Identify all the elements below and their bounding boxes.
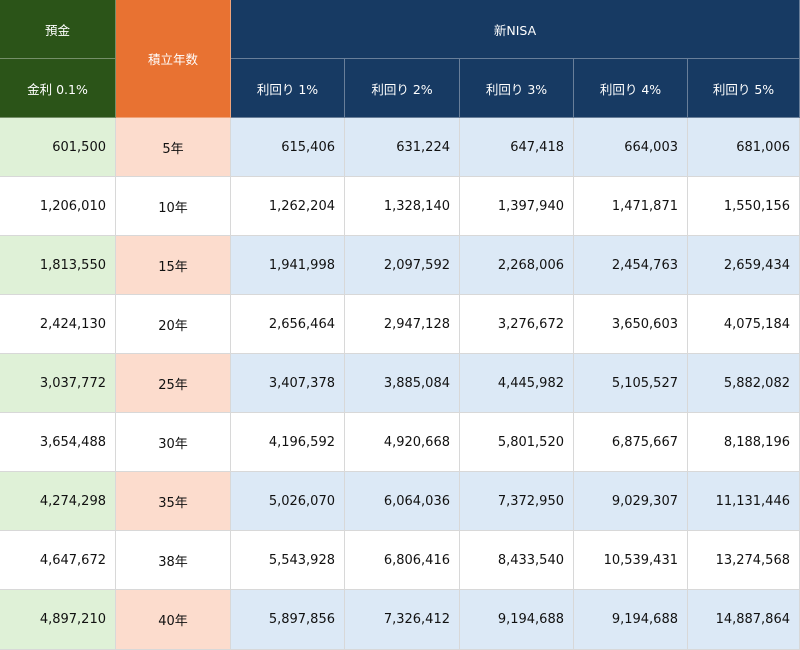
value-cell: 6,064,036 [345,472,460,531]
value-cell: 2,947,128 [345,295,460,354]
value-cell: 1,471,871 [574,177,688,236]
years-cell: 35年 [116,472,231,531]
value-cell: 2,659,434 [688,236,800,295]
value-cell: 7,372,950 [460,472,574,531]
value-cell: 14,887,864 [688,590,800,650]
years-header: 積立年数 [116,0,231,118]
value-cell: 3,654,488 [0,413,116,472]
years-cell: 40年 [116,590,231,650]
value-cell: 7,326,412 [345,590,460,650]
value-cell: 4,196,592 [231,413,345,472]
value-cell: 1,328,140 [345,177,460,236]
value-cell: 1,813,550 [0,236,116,295]
value-cell: 1,550,156 [688,177,800,236]
value-cell: 8,433,540 [460,531,574,590]
value-cell: 1,206,010 [0,177,116,236]
value-cell: 631,224 [345,118,460,177]
value-cell: 5,801,520 [460,413,574,472]
value-cell: 2,454,763 [574,236,688,295]
value-cell: 6,875,667 [574,413,688,472]
value-cell: 3,276,672 [460,295,574,354]
value-cell: 1,397,940 [460,177,574,236]
value-cell: 9,029,307 [574,472,688,531]
years-cell: 25年 [116,354,231,413]
years-cell: 30年 [116,413,231,472]
yield-header: 利回り 3% [460,59,574,118]
value-cell: 4,897,210 [0,590,116,650]
value-cell: 3,650,603 [574,295,688,354]
value-cell: 2,268,006 [460,236,574,295]
yield-header: 利回り 2% [345,59,460,118]
years-cell: 15年 [116,236,231,295]
value-cell: 10,539,431 [574,531,688,590]
value-cell: 9,194,688 [460,590,574,650]
value-cell: 5,897,856 [231,590,345,650]
value-cell: 3,037,772 [0,354,116,413]
value-cell: 3,407,378 [231,354,345,413]
value-cell: 5,543,928 [231,531,345,590]
value-cell: 647,418 [460,118,574,177]
value-cell: 4,274,298 [0,472,116,531]
value-cell: 2,656,464 [231,295,345,354]
value-cell: 3,885,084 [345,354,460,413]
yield-header: 利回り 5% [688,59,800,118]
value-cell: 4,647,672 [0,531,116,590]
deposit-header: 預金 [0,0,116,59]
value-cell: 9,194,688 [574,590,688,650]
years-cell: 38年 [116,531,231,590]
nisa-header: 新NISA [231,0,800,59]
value-cell: 681,006 [688,118,800,177]
value-cell: 4,445,982 [460,354,574,413]
value-cell: 8,188,196 [688,413,800,472]
value-cell: 11,131,446 [688,472,800,531]
value-cell: 664,003 [574,118,688,177]
value-cell: 1,262,204 [231,177,345,236]
value-cell: 6,806,416 [345,531,460,590]
value-cell: 1,941,998 [231,236,345,295]
value-cell: 615,406 [231,118,345,177]
rate-header: 金利 0.1% [0,59,116,118]
value-cell: 4,075,184 [688,295,800,354]
value-cell: 2,424,130 [0,295,116,354]
years-cell: 10年 [116,177,231,236]
yield-header: 利回り 1% [231,59,345,118]
value-cell: 5,882,082 [688,354,800,413]
value-cell: 4,920,668 [345,413,460,472]
value-cell: 13,274,568 [688,531,800,590]
years-cell: 5年 [116,118,231,177]
value-cell: 601,500 [0,118,116,177]
value-cell: 2,097,592 [345,236,460,295]
value-cell: 5,105,527 [574,354,688,413]
value-cell: 5,026,070 [231,472,345,531]
yield-header: 利回り 4% [574,59,688,118]
years-cell: 20年 [116,295,231,354]
